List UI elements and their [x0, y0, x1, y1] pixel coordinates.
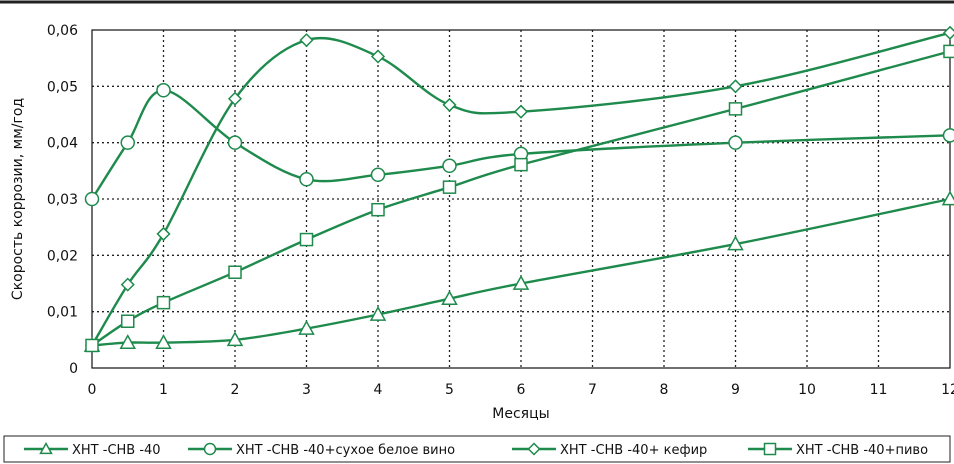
data-point: [120, 135, 135, 150]
data-point: [227, 135, 243, 150]
legend-label: ХНТ -СНВ -40+ кефир: [560, 443, 707, 458]
x-tick-label: 10: [798, 382, 816, 398]
data-point: [298, 320, 315, 335]
data-point: [512, 274, 530, 290]
data-point: [514, 157, 528, 172]
data-point: [299, 232, 314, 247]
data-point: [228, 265, 242, 279]
legend-label: ХНТ -СНВ -40+сухое белое вино: [236, 443, 455, 458]
data-point: [442, 97, 457, 112]
data-point: [156, 226, 171, 241]
x-tick-label: 2: [231, 382, 240, 398]
x-tick-label: 12: [941, 382, 954, 398]
series-line: [90, 31, 951, 347]
y-tick-label: 0,05: [47, 79, 78, 95]
x-tick-label: 7: [588, 382, 597, 398]
grid: [92, 30, 950, 368]
series-square: [85, 44, 954, 353]
legend-marker: [203, 442, 217, 456]
data-point: [370, 49, 386, 64]
legend-label: ХНТ -СНВ -40+пиво: [796, 443, 928, 458]
data-point: [226, 331, 244, 347]
data-point: [299, 33, 314, 48]
legend-label: ХНТ -СНВ -40: [72, 443, 161, 458]
data-point: [442, 158, 457, 174]
data-point: [728, 102, 743, 116]
y-tick-label: 0,02: [47, 248, 78, 264]
data-point: [369, 305, 387, 321]
legend-item: ХНТ -СНВ -40: [24, 441, 161, 458]
x-tick-label: 8: [660, 382, 669, 398]
y-tick-label: 0: [69, 361, 78, 377]
data-point: [121, 314, 135, 328]
data-point: [120, 277, 135, 292]
legend-marker: [39, 441, 53, 455]
y-tick-label: 0,01: [47, 305, 78, 321]
data-point: [942, 128, 954, 143]
data-point: [156, 83, 171, 98]
data-point: [942, 25, 954, 40]
y-tick-label: 0,06: [47, 23, 78, 39]
series-diamond: [84, 25, 954, 353]
data-point: [442, 180, 457, 194]
x-tick-label: 11: [870, 382, 888, 398]
legend-item: ХНТ -СНВ -40+ кефир: [512, 442, 707, 458]
data-point: [441, 290, 458, 306]
data-point: [727, 235, 744, 251]
legend: ХНТ -СНВ -40 ХНТ -СНВ -40+сухое белое вин…: [3, 435, 951, 463]
data-point: [85, 338, 99, 353]
data-point: [513, 104, 529, 119]
series-triangle: [83, 190, 954, 352]
data-point: [156, 295, 171, 310]
x-tick-label: 6: [517, 382, 526, 398]
y-tick-label: 0,03: [47, 192, 78, 208]
x-tick-label: 9: [731, 382, 740, 398]
data-point: [943, 44, 954, 59]
legend-item: ХНТ -СНВ -40+пиво: [748, 442, 928, 458]
legend-marker: [527, 442, 541, 456]
x-tick-label: 3: [302, 382, 311, 398]
data-point: [119, 334, 137, 349]
data-point: [728, 79, 743, 94]
data-point: [84, 191, 100, 207]
data-point: [728, 135, 743, 150]
x-axis-title: Месяцы: [492, 406, 549, 422]
x-tick-label: 0: [88, 382, 97, 398]
x-tick-label: 1: [159, 382, 168, 398]
legend-marker: [763, 442, 777, 456]
x-tick-label: 5: [445, 382, 454, 398]
tick-labels: 012345678910111200,010,020,030,040,050,0…: [47, 23, 954, 398]
data-point: [371, 202, 385, 217]
legend-box: [3, 435, 951, 463]
y-axis-title: Скорость коррозии, мм/год: [10, 98, 26, 300]
series-circle: [84, 83, 954, 207]
series-layer: [83, 25, 954, 353]
y-tick-label: 0,04: [47, 136, 78, 152]
x-tick-label: 4: [374, 382, 383, 398]
legend-item: ХНТ -СНВ -40+сухое белое вино: [188, 442, 455, 458]
data-point: [941, 190, 954, 206]
data-point: [227, 91, 243, 106]
data-point: [155, 334, 172, 349]
data-point: [370, 167, 386, 183]
data-point: [299, 172, 314, 187]
